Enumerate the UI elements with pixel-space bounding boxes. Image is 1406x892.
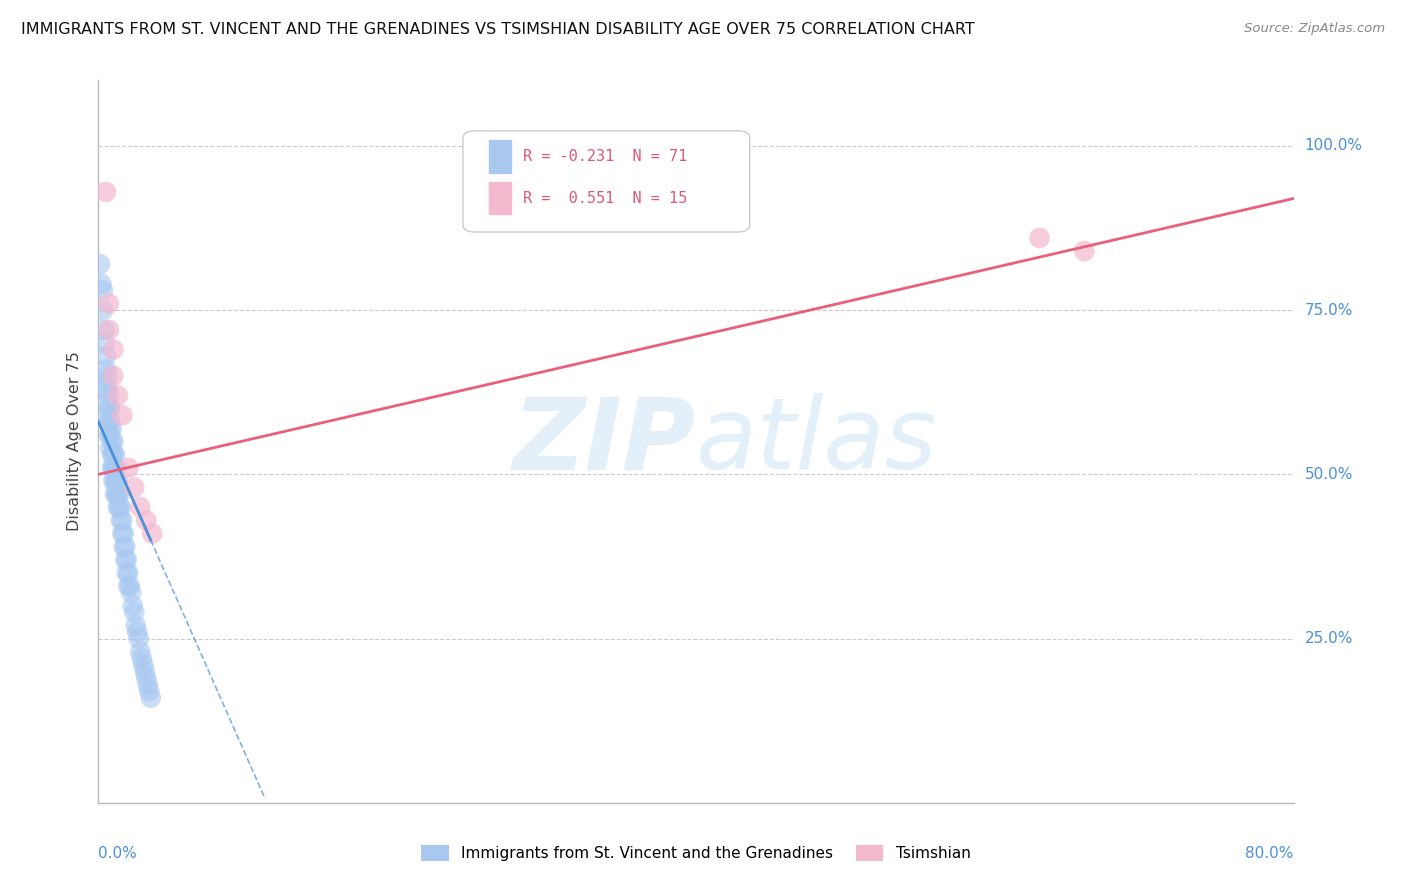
Point bbox=[111, 409, 134, 423]
Point bbox=[1073, 244, 1095, 258]
Point bbox=[94, 362, 117, 376]
Point bbox=[135, 513, 157, 527]
Point bbox=[101, 460, 124, 475]
Point bbox=[98, 441, 122, 455]
Point bbox=[124, 481, 146, 495]
Text: 50.0%: 50.0% bbox=[1305, 467, 1353, 482]
Bar bbox=[489, 182, 510, 214]
Point bbox=[93, 336, 115, 351]
Point bbox=[129, 500, 152, 515]
Point bbox=[89, 257, 111, 271]
Point bbox=[103, 474, 125, 488]
Point bbox=[115, 553, 138, 567]
Point bbox=[101, 448, 124, 462]
Point bbox=[110, 513, 132, 527]
Point bbox=[103, 434, 125, 449]
Text: atlas: atlas bbox=[696, 393, 938, 490]
Point bbox=[97, 296, 120, 310]
Point bbox=[97, 428, 120, 442]
Point bbox=[94, 349, 117, 363]
FancyBboxPatch shape bbox=[463, 131, 749, 232]
Point bbox=[105, 474, 128, 488]
Point bbox=[103, 448, 125, 462]
Point bbox=[121, 599, 143, 613]
Point bbox=[138, 684, 160, 698]
Point bbox=[103, 460, 125, 475]
Point bbox=[103, 343, 125, 357]
Text: 80.0%: 80.0% bbox=[1246, 847, 1294, 861]
Point bbox=[104, 474, 127, 488]
Point bbox=[132, 657, 155, 672]
Y-axis label: Disability Age Over 75: Disability Age Over 75 bbox=[67, 351, 83, 532]
Point bbox=[107, 500, 129, 515]
Point bbox=[124, 605, 146, 619]
Point bbox=[110, 500, 132, 515]
Point bbox=[115, 566, 138, 580]
Point bbox=[97, 401, 120, 416]
Point bbox=[107, 487, 129, 501]
Text: 75.0%: 75.0% bbox=[1305, 302, 1353, 318]
Point bbox=[101, 434, 124, 449]
Text: IMMIGRANTS FROM ST. VINCENT AND THE GRENADINES VS TSIMSHIAN DISABILITY AGE OVER : IMMIGRANTS FROM ST. VINCENT AND THE GREN… bbox=[21, 22, 974, 37]
Point bbox=[1028, 231, 1050, 245]
Text: 25.0%: 25.0% bbox=[1305, 632, 1353, 646]
Point bbox=[97, 323, 120, 337]
Point bbox=[108, 500, 131, 515]
Point bbox=[97, 388, 120, 402]
Point bbox=[112, 540, 135, 554]
Point bbox=[104, 448, 127, 462]
Point bbox=[96, 382, 118, 396]
Point bbox=[104, 460, 127, 475]
Point bbox=[104, 487, 127, 501]
Point bbox=[94, 376, 117, 390]
Point bbox=[107, 388, 129, 402]
Text: Source: ZipAtlas.com: Source: ZipAtlas.com bbox=[1244, 22, 1385, 36]
Point bbox=[98, 401, 122, 416]
Point bbox=[112, 526, 135, 541]
Point bbox=[139, 690, 162, 705]
Point bbox=[96, 395, 118, 409]
Point bbox=[91, 284, 114, 298]
Bar bbox=[489, 140, 510, 173]
Text: 0.0%: 0.0% bbox=[98, 847, 138, 861]
Point bbox=[114, 540, 136, 554]
Point bbox=[117, 460, 139, 475]
Point bbox=[91, 303, 114, 318]
Point bbox=[134, 665, 156, 679]
Point bbox=[120, 585, 142, 599]
Point bbox=[97, 415, 120, 429]
Text: ZIP: ZIP bbox=[513, 393, 696, 490]
Point bbox=[128, 632, 150, 646]
Point bbox=[98, 428, 122, 442]
Point bbox=[114, 553, 136, 567]
Point bbox=[107, 474, 129, 488]
Point bbox=[101, 421, 124, 435]
Point bbox=[105, 460, 128, 475]
Point bbox=[127, 625, 149, 640]
Point bbox=[135, 671, 157, 685]
Point bbox=[111, 526, 134, 541]
Point bbox=[125, 618, 148, 632]
Point bbox=[94, 185, 117, 199]
Point bbox=[111, 513, 134, 527]
Point bbox=[96, 368, 118, 383]
Point bbox=[118, 579, 141, 593]
Point bbox=[117, 566, 139, 580]
Point bbox=[90, 277, 112, 291]
Text: 100.0%: 100.0% bbox=[1305, 138, 1362, 153]
Text: R =  0.551  N = 15: R = 0.551 N = 15 bbox=[523, 191, 688, 206]
Point bbox=[93, 323, 115, 337]
Point bbox=[129, 645, 152, 659]
Point bbox=[141, 526, 163, 541]
Point bbox=[103, 368, 125, 383]
Legend: Immigrants from St. Vincent and the Grenadines, Tsimshian: Immigrants from St. Vincent and the Gren… bbox=[415, 839, 977, 867]
Point bbox=[117, 579, 139, 593]
Text: R = -0.231  N = 71: R = -0.231 N = 71 bbox=[523, 149, 688, 164]
Point bbox=[105, 487, 128, 501]
Point bbox=[108, 487, 131, 501]
Point bbox=[136, 677, 159, 691]
Point bbox=[98, 415, 122, 429]
Point bbox=[131, 651, 153, 665]
Point bbox=[96, 409, 118, 423]
